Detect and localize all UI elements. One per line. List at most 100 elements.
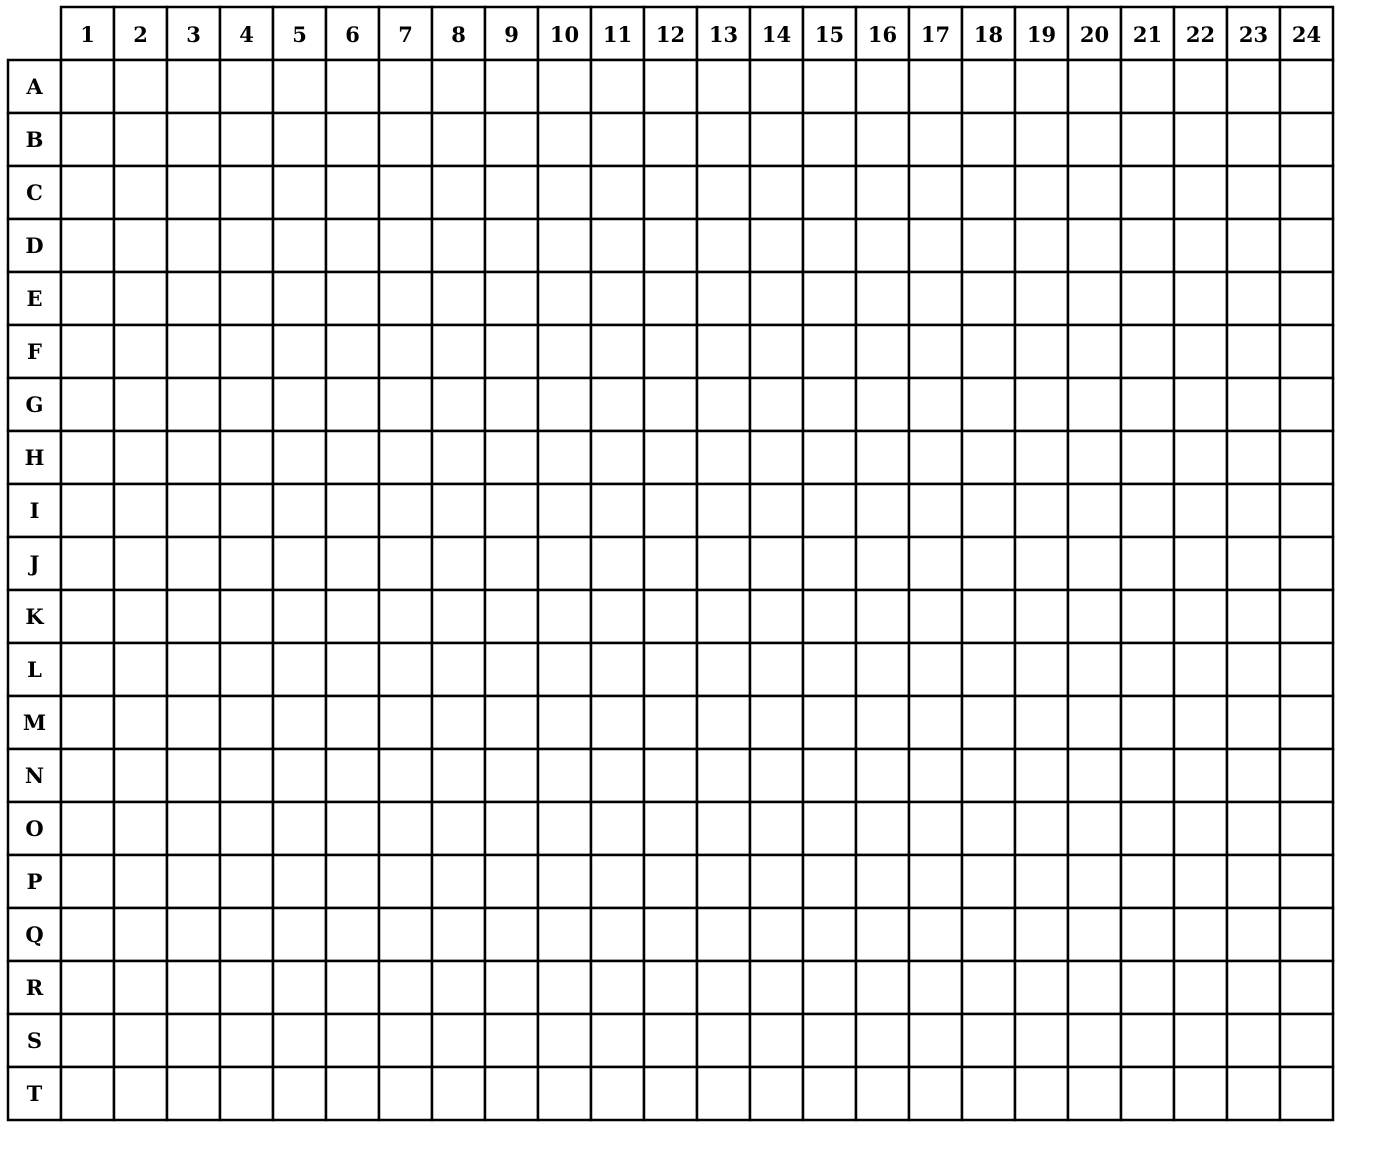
cell xyxy=(1225,747,1282,804)
cell xyxy=(589,164,646,221)
cell xyxy=(218,641,275,698)
cell xyxy=(695,429,752,486)
cell xyxy=(430,747,487,804)
cell xyxy=(1225,164,1282,221)
cell xyxy=(483,270,540,327)
cell xyxy=(271,853,328,910)
cell xyxy=(165,906,222,963)
cell xyxy=(271,800,328,857)
cell xyxy=(165,482,222,539)
cell xyxy=(748,747,805,804)
cell xyxy=(112,323,169,380)
cell xyxy=(165,641,222,698)
cell xyxy=(642,853,699,910)
cell xyxy=(165,535,222,592)
cell xyxy=(854,747,911,804)
cell xyxy=(1066,747,1123,804)
cell xyxy=(801,323,858,380)
cell xyxy=(748,58,805,115)
cell xyxy=(165,1065,222,1122)
cell xyxy=(695,588,752,645)
cell xyxy=(1066,217,1123,274)
cell xyxy=(324,535,381,592)
column-header: 14 xyxy=(762,22,791,47)
cell xyxy=(801,111,858,168)
cell xyxy=(165,58,222,115)
cell xyxy=(430,535,487,592)
cell xyxy=(907,800,964,857)
cell xyxy=(59,694,116,751)
cell xyxy=(165,429,222,486)
cell xyxy=(642,588,699,645)
cell xyxy=(483,906,540,963)
cell xyxy=(59,641,116,698)
cell xyxy=(1119,906,1176,963)
cell xyxy=(642,1065,699,1122)
cell xyxy=(1278,323,1335,380)
cell xyxy=(1013,1012,1070,1069)
column-header: 1 xyxy=(80,22,95,47)
cell xyxy=(1172,376,1229,433)
cell xyxy=(748,853,805,910)
column-header-cell xyxy=(430,5,487,62)
cell xyxy=(377,482,434,539)
cell xyxy=(483,535,540,592)
cell xyxy=(377,429,434,486)
cell xyxy=(377,535,434,592)
cell xyxy=(642,1012,699,1069)
cell xyxy=(112,588,169,645)
row-header: J xyxy=(28,551,40,576)
cell xyxy=(801,694,858,751)
cell xyxy=(483,429,540,486)
cell xyxy=(483,164,540,221)
cell xyxy=(589,429,646,486)
cell xyxy=(695,853,752,910)
cell xyxy=(1225,1012,1282,1069)
cell xyxy=(324,853,381,910)
cell xyxy=(1278,588,1335,645)
cell xyxy=(748,641,805,698)
cell xyxy=(165,1012,222,1069)
column-header: 16 xyxy=(868,22,897,47)
cell xyxy=(1013,694,1070,751)
cell xyxy=(1119,747,1176,804)
cell xyxy=(483,323,540,380)
cell xyxy=(960,694,1017,751)
column-header: 15 xyxy=(815,22,844,47)
column-header: 21 xyxy=(1133,22,1162,47)
cell xyxy=(1225,535,1282,592)
cell xyxy=(748,323,805,380)
cell xyxy=(1225,323,1282,380)
cell xyxy=(589,747,646,804)
cell xyxy=(642,429,699,486)
row-header: H xyxy=(25,445,45,470)
cell xyxy=(324,800,381,857)
cell xyxy=(377,959,434,1016)
cell xyxy=(801,164,858,221)
cell xyxy=(1225,1065,1282,1122)
column-header: 4 xyxy=(239,22,254,47)
cell xyxy=(695,323,752,380)
cell xyxy=(642,959,699,1016)
cell xyxy=(854,694,911,751)
cell xyxy=(801,959,858,1016)
cell xyxy=(1278,800,1335,857)
cell xyxy=(483,482,540,539)
cell xyxy=(536,429,593,486)
cell xyxy=(218,376,275,433)
cell xyxy=(589,1012,646,1069)
cell xyxy=(801,535,858,592)
cell xyxy=(218,217,275,274)
cell xyxy=(483,217,540,274)
cell xyxy=(430,376,487,433)
cell xyxy=(1225,58,1282,115)
cell xyxy=(960,959,1017,1016)
cell xyxy=(1013,535,1070,592)
cell xyxy=(1013,164,1070,221)
column-header: 7 xyxy=(398,22,413,47)
cell xyxy=(59,1012,116,1069)
cell xyxy=(112,429,169,486)
cell xyxy=(801,641,858,698)
cell xyxy=(907,959,964,1016)
cell xyxy=(483,747,540,804)
